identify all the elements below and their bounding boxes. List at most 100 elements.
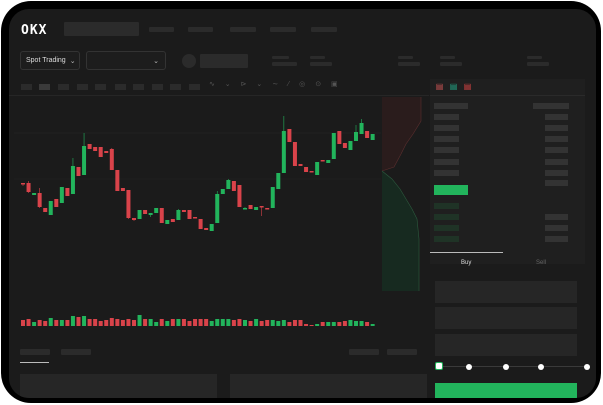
candle — [132, 218, 136, 220]
tab-open-orders[interactable] — [20, 349, 50, 355]
buy-submit-button[interactable] — [435, 383, 577, 398]
candle — [342, 143, 347, 148]
candle — [287, 129, 292, 142]
candle — [170, 219, 175, 222]
candle — [43, 208, 48, 212]
tab-sell[interactable]: Sell — [536, 260, 547, 266]
volume-bar — [265, 320, 270, 326]
candle — [348, 141, 353, 150]
chevron-down-icon: ⌄ — [69, 57, 76, 65]
volume-bar — [48, 318, 53, 326]
active-tab-indicator — [20, 362, 49, 363]
candle — [204, 228, 209, 230]
candle — [309, 171, 314, 173]
timeframe-button[interactable] — [133, 84, 144, 90]
volume-bar — [326, 322, 331, 326]
nav-item[interactable] — [149, 27, 174, 32]
timeframe-button[interactable] — [58, 84, 69, 90]
slider-handle[interactable] — [435, 362, 443, 370]
filter-button[interactable] — [387, 349, 417, 355]
nav-item[interactable] — [230, 27, 256, 32]
volume-bar — [54, 320, 59, 326]
candle — [298, 164, 303, 166]
chart-tool-icons[interactable]: ∿ ⌄ ⊳ ⌄ ∼ ⁄ ◎ ⊙ ▣ — [209, 81, 342, 88]
volume-bar — [137, 315, 142, 326]
volume-bar — [243, 320, 247, 326]
amount-slider[interactable] — [439, 366, 587, 367]
volume-bar — [209, 321, 214, 326]
stat-label — [440, 56, 455, 59]
volume-bar — [120, 320, 125, 326]
amount-input[interactable] — [435, 307, 577, 329]
slider-step-25[interactable] — [466, 364, 472, 370]
timeframe-button[interactable] — [21, 84, 32, 90]
volume-bar — [254, 319, 259, 326]
slider-step-100[interactable] — [584, 364, 590, 370]
candle — [270, 187, 275, 208]
candle — [76, 167, 81, 176]
timeframe-button[interactable] — [152, 84, 163, 90]
ask-price — [434, 136, 459, 142]
price-chart[interactable] — [9, 9, 596, 398]
candle — [59, 187, 64, 203]
orderbook-buy-icon[interactable]: ▤ — [449, 82, 458, 91]
candle — [337, 131, 342, 144]
nav-item[interactable] — [311, 27, 337, 32]
nav-item[interactable] — [270, 27, 296, 32]
timeframe-button[interactable] — [189, 84, 200, 90]
market-selector[interactable]: Spot Trading ⌄ — [20, 51, 80, 70]
volume-bar — [315, 324, 320, 326]
depth-asks-line — [381, 97, 422, 172]
candle — [326, 160, 331, 163]
tab-order-history[interactable] — [61, 349, 91, 355]
timeframe-button-active[interactable] — [39, 84, 50, 90]
candle — [248, 205, 253, 209]
search-bar[interactable] — [64, 22, 139, 36]
candle — [87, 144, 92, 149]
filter-button[interactable] — [349, 349, 379, 355]
ask-amount — [545, 114, 568, 120]
timeframe-button[interactable] — [115, 84, 126, 90]
volume-bar — [365, 322, 370, 326]
bid-price — [434, 203, 459, 209]
volume-bar — [292, 320, 297, 326]
candle — [154, 208, 159, 213]
pair-selector[interactable]: ⌄ — [86, 51, 166, 70]
volume-bar — [309, 325, 314, 326]
price-input[interactable] — [435, 281, 577, 303]
volume-bar — [165, 321, 170, 326]
volume-bar — [59, 320, 64, 326]
candle — [26, 183, 31, 192]
slider-step-75[interactable] — [538, 364, 544, 370]
volume-bar — [276, 321, 281, 326]
volume-bar — [126, 319, 131, 326]
timeframe-button[interactable] — [77, 84, 88, 90]
candle — [98, 147, 103, 157]
total-input[interactable] — [435, 334, 577, 356]
orderbook-both-icon[interactable]: ▤ — [435, 82, 444, 91]
timeframe-button[interactable] — [95, 84, 106, 90]
tab-buy[interactable]: Buy — [461, 260, 472, 266]
ask-amount — [545, 180, 568, 186]
candle — [193, 217, 198, 219]
last-price-highlight — [434, 185, 468, 195]
candle — [120, 188, 125, 191]
volume-bar — [187, 321, 192, 326]
depth-bids-area — [382, 171, 419, 291]
orderbook-sell-icon[interactable]: ▤ — [463, 82, 472, 91]
nav-item[interactable] — [188, 27, 213, 32]
ask-price — [434, 125, 459, 131]
stat-value — [527, 62, 549, 66]
volume-bar — [354, 321, 358, 326]
orderbook-header-price — [434, 103, 468, 109]
candle — [109, 149, 114, 170]
candle — [331, 133, 336, 159]
okx-logo[interactable]: OKX — [21, 23, 48, 38]
timeframe-button[interactable] — [170, 84, 181, 90]
candle — [243, 208, 247, 210]
candle — [48, 201, 53, 215]
volume-bar — [93, 319, 98, 326]
candle — [265, 208, 270, 210]
slider-step-50[interactable] — [503, 364, 509, 370]
